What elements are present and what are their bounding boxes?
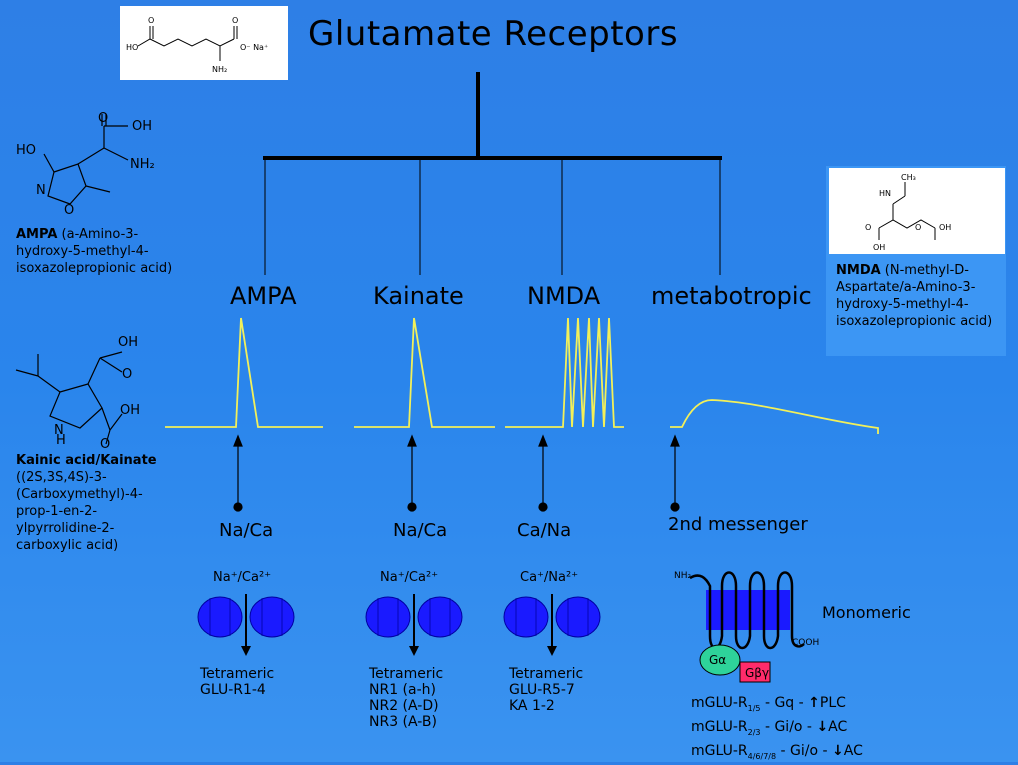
channel-kainate	[365, 594, 463, 656]
mglu-row: mGLU-R4/6/7/8 - Gi/o - ↓AC	[691, 742, 863, 761]
ion-nmda: Ca/Na	[517, 520, 572, 541]
ion-detail-ampa: Na⁺/Ca²⁺	[213, 570, 272, 585]
svg-text:OH: OH	[132, 119, 152, 134]
nmda-trace	[505, 317, 624, 428]
monomeric-label: Monomeric	[822, 603, 911, 622]
mglu-row: mGLU-R2/3 - Gi/o - ↓AC	[691, 718, 848, 737]
channel-ampa	[197, 594, 295, 656]
ion-detail-nmda: Ca⁺/Na²⁺	[520, 570, 579, 585]
receptor-label-metabotropic: metabotropic	[651, 282, 812, 310]
svg-text:O: O	[865, 223, 871, 232]
nh2-label: NH₂	[674, 571, 692, 581]
metabotropic-trace	[670, 399, 879, 434]
svg-text:H: H	[56, 433, 66, 448]
svg-text:OH: OH	[120, 403, 140, 418]
svg-text:OH: OH	[118, 335, 138, 350]
svg-text:O: O	[232, 16, 238, 25]
structure-kainate: Tetrameric NR1 (a-h) NR2 (A-D) NR3 (A-B)	[369, 666, 444, 730]
nmda-note: NMDA (N-methyl-D-Aspartate/a-Amino-3-hyd…	[836, 263, 993, 329]
svg-text:O: O	[148, 16, 154, 25]
channel-nmda	[503, 594, 601, 656]
glutamate-ho: HO	[126, 43, 138, 52]
ampa-note: AMPA (a-Amino-3-hydroxy-5-methyl-4-isoxa…	[16, 227, 173, 276]
ampa-structure: O OH HO NH₂ N O	[16, 112, 155, 218]
cooh-label: COOH	[792, 638, 820, 648]
receptor-label-kainate: Kainate	[373, 282, 464, 310]
svg-text:NH₂: NH₂	[212, 65, 227, 74]
svg-text:HO: HO	[16, 143, 36, 158]
ion-ampa: Na/Ca	[219, 520, 274, 541]
svg-text:OH: OH	[939, 223, 951, 232]
glutamate-structure: HO O O O⁻ Na⁺ NH₂	[120, 6, 288, 80]
svg-text:N: N	[54, 423, 64, 438]
svg-text:O: O	[915, 223, 921, 232]
receptor-label-nmda: NMDA	[527, 282, 601, 310]
svg-text:NH₂: NH₂	[130, 157, 155, 172]
svg-text:N: N	[36, 183, 46, 198]
ion-kainate: Na/Ca	[393, 520, 448, 541]
second-messenger: 2nd messenger	[668, 514, 808, 535]
gbg-label: Gβγ	[745, 666, 770, 680]
ion-detail-kainate: Na⁺/Ca²⁺	[380, 570, 439, 585]
svg-text:O⁻ Na⁺: O⁻ Na⁺	[240, 43, 268, 52]
svg-text:HN: HN	[879, 189, 891, 198]
structure-nmda: Tetrameric GLU-R5-7 KA 1-2	[509, 666, 584, 714]
page-title: Glutamate Receptors	[308, 14, 679, 54]
svg-text:CH₃: CH₃	[901, 173, 916, 182]
galpha-label: Gα	[709, 653, 727, 667]
svg-text:OH: OH	[873, 243, 885, 252]
svg-text:O: O	[122, 367, 132, 382]
ampa-trace	[165, 317, 323, 428]
svg-text:O: O	[64, 203, 74, 218]
svg-text:O: O	[100, 437, 110, 450]
receptor-label-ampa: AMPA	[230, 282, 297, 310]
mglu-list: mGLU-R1/5 - Gq - ↑PLC mGLU-R2/3 - Gi/o -…	[691, 694, 863, 765]
svg-text:O: O	[98, 112, 108, 126]
kainic-note: Kainic acid/Kainate ((2S,3S,4S)-3-(Carbo…	[16, 453, 157, 553]
kainic-structure: OH O N H O OH	[15, 335, 140, 450]
mglu-row: mGLU-R1/5 - Gq - ↑PLC	[691, 695, 846, 713]
nmda-structure: CH₃ HN O O OH OH	[829, 168, 1005, 254]
kainate-trace	[354, 317, 495, 428]
structure-ampa: Tetrameric GLU-R1-4	[200, 666, 275, 698]
